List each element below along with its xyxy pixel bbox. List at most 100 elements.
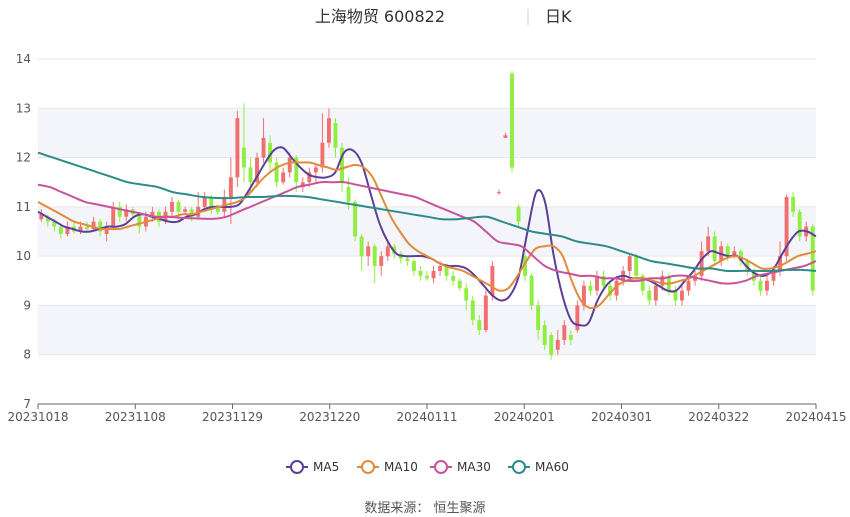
candle-body [457,280,462,289]
candle-body [189,209,194,217]
candle-body [680,290,684,301]
candle-body [78,226,83,232]
x-tick-label: 20240111 [396,410,457,424]
x-tick-label: 20231129 [202,410,263,424]
x-axis: 20231018 20231108 20231129 20231220 20240111… [7,403,847,424]
legend-marker-ma60 [512,460,526,474]
candle-body [510,73,514,168]
candle-body [608,285,613,296]
candle-body [477,320,482,331]
candle-body [150,211,155,217]
candle-body [627,256,632,271]
legend-marker-ma10 [361,460,375,474]
candle-body [372,246,377,266]
y-axis: 7 8 9 10 11 12 13 14 [16,52,31,411]
candle-body [385,246,390,257]
candle-body [549,335,554,355]
x-tick-label: 20240201 [494,410,555,424]
candle-body [516,206,521,222]
candle-body [765,280,769,291]
y-tick-label: 11 [16,200,31,214]
candle-body [758,280,763,291]
x-tick-label: 20231220 [299,410,360,424]
candle-body [359,236,364,257]
candle-body [588,285,593,291]
legend-label-ma5: MA5 [313,460,339,474]
candle-body [326,118,331,143]
y-tick-label: 9 [23,298,31,312]
candle-body [215,206,220,212]
candle-body [438,266,443,271]
candle-body [503,135,508,138]
candle-body [255,157,259,183]
candle-body [810,226,815,291]
candle-body [418,270,423,276]
candle-body [706,236,711,252]
candle-body [287,157,292,173]
candle-body [464,288,469,301]
y-tick-label: 12 [16,151,31,165]
y-tick-label: 10 [16,249,31,263]
candle-body [575,305,580,331]
candle-body [699,251,704,276]
candle-body [85,226,89,230]
legend-label-ma30: MA30 [457,460,491,474]
candle-body [98,221,103,232]
candle-body [366,246,371,257]
candle-body [425,275,429,279]
y-tick-label: 8 [23,348,31,362]
candle-body [483,295,488,331]
legend-marker-ma30 [434,460,448,474]
y-tick-label: 14 [16,52,31,66]
candle-body [39,214,44,220]
candle-body [320,142,325,168]
candle-body [405,258,410,262]
candle-body [137,214,142,227]
candle-body [45,216,50,222]
candle-body [778,256,783,271]
candle-body [124,209,129,217]
candle-body [313,167,318,173]
candle-body [686,280,691,291]
candle-body [346,187,351,202]
candle-body [241,147,246,168]
candle-body [431,270,436,279]
candle-body [281,172,286,183]
candle-body [444,266,449,276]
legend-marker-ma5 [290,460,304,474]
candle-body [117,206,122,217]
candle-body [536,305,541,331]
candle-body [52,221,57,227]
candle-body [771,270,776,281]
candle-body [65,226,70,234]
legend-label-ma10: MA10 [384,460,418,474]
candle-body [176,201,181,212]
candle-body [784,197,789,257]
grid-band [38,206,816,257]
candle-body [751,270,756,281]
candle-body [451,275,456,281]
candle-body [228,177,233,197]
candle-body [601,275,606,286]
candle-body [294,157,299,183]
candle-body [340,147,344,183]
candle-body [797,211,802,237]
candle-body [523,256,528,276]
candle-body [555,339,560,350]
candle-body [660,275,665,286]
y-tick-label: 13 [16,101,31,115]
candle-body [91,221,96,230]
x-tick-label: 20240322 [688,410,749,424]
candle-body [183,209,188,212]
candle-body [111,206,116,227]
background-bands [38,108,816,355]
candle-body [235,118,240,178]
grid-lines [38,58,816,405]
candle-body [353,201,358,237]
candle-body [647,290,652,301]
candle-body [300,182,305,188]
candle-body [379,256,384,266]
candle-body [333,123,338,148]
candle-body [791,197,796,212]
